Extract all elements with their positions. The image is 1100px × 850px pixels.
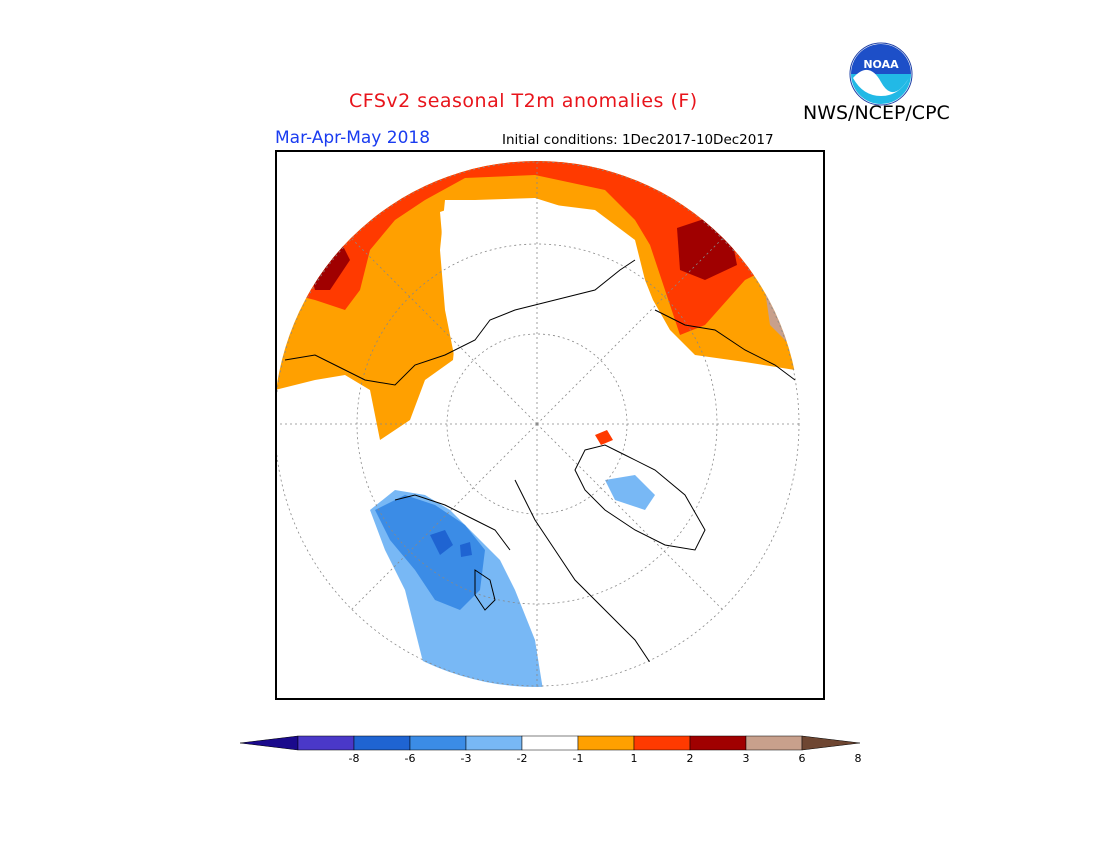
extreme-warm-region (310, 240, 350, 290)
colorbar-tick-label: -1 (572, 752, 584, 765)
colorbar-tick-label: 6 (798, 752, 806, 765)
colorbar-tick-label: -3 (460, 752, 472, 765)
colorbar-tick-label: -6 (404, 752, 416, 765)
graticule (275, 161, 800, 687)
polar-anomaly-map (275, 150, 825, 700)
colorbar-tick-label: -8 (348, 752, 360, 765)
colorbar-swatch (521, 735, 579, 751)
colorbar-tick-label: 2 (686, 752, 694, 765)
warm-anomaly-patch (595, 430, 613, 445)
initial-conditions-label: Initial conditions: 1Dec2017-10Dec2017 (502, 132, 774, 148)
colorbar-swatch (297, 735, 355, 751)
map-title: CFSv2 seasonal T2m anomalies (F) (349, 90, 698, 112)
coastlines (284, 259, 796, 671)
strong-cold-region (430, 530, 453, 555)
cold-anomaly-patch (605, 475, 655, 510)
colorbar-arrow-high (801, 735, 861, 751)
moderate-cold-region (375, 495, 485, 610)
agency-label: NWS/NCEP/CPC (803, 102, 950, 124)
map-frame (275, 150, 825, 700)
colorbar-swatch (409, 735, 467, 751)
colorbar-tick-label: 1 (630, 752, 638, 765)
strong-cold-region (460, 542, 472, 557)
colorbar-swatch (745, 735, 803, 751)
colorbar-swatch (689, 735, 747, 751)
noaa-logo: NOAA (849, 42, 913, 106)
colorbar-arrow-low (239, 735, 299, 751)
colorbar-swatch (633, 735, 691, 751)
colorbar-swatch (465, 735, 523, 751)
colorbar-swatch (353, 735, 411, 751)
noaa-logo-text: NOAA (863, 58, 899, 71)
colorbar-tick-label: 3 (742, 752, 750, 765)
colorbar-tick-label: 8 (854, 752, 862, 765)
near-normal-region (440, 200, 645, 365)
season-label: Mar-Apr-May 2018 (275, 128, 431, 148)
colorbar-swatch (577, 735, 635, 751)
colorbar (239, 735, 861, 751)
colorbar-tick-label: -2 (516, 752, 528, 765)
